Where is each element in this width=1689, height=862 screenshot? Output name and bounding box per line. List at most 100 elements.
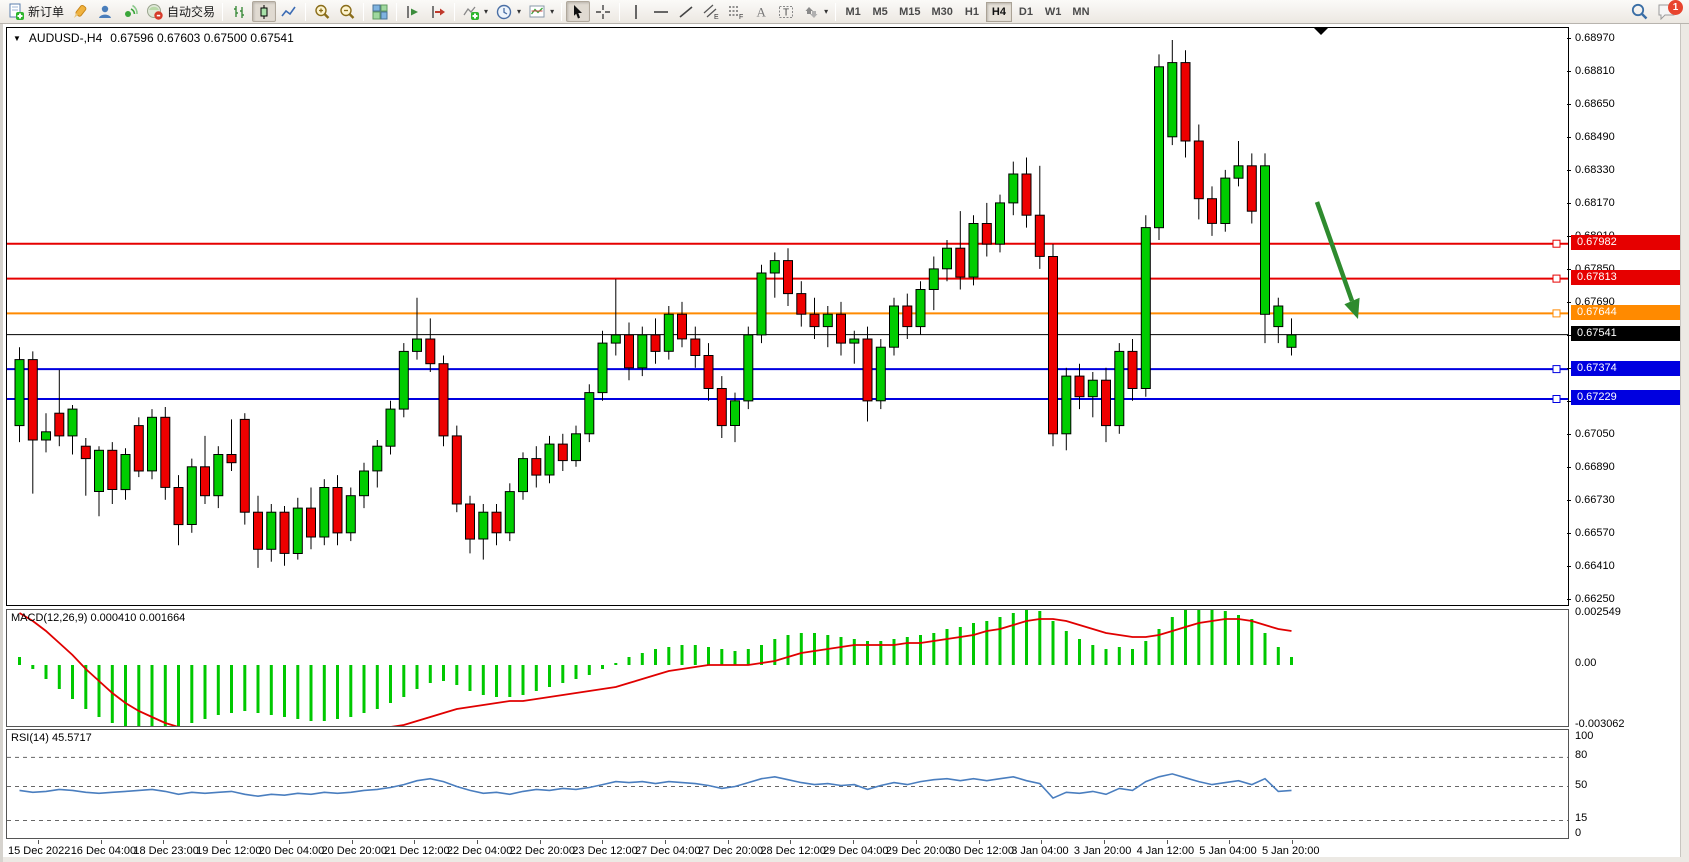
zoom-in-button[interactable]	[310, 1, 334, 22]
fibonacci-button[interactable]: F	[724, 1, 748, 22]
timeframe-button-M5[interactable]: M5	[872, 5, 888, 18]
time-axis-label: 3 Jan 20:00	[1073, 845, 1132, 857]
line-chart-button[interactable]	[277, 1, 301, 22]
toolbar-separator	[835, 2, 837, 21]
macd-plot	[18, 610, 1293, 726]
chart-title: ▼ AUDUSD-,H4 0.67596 0.67603 0.67500 0.6…	[13, 31, 294, 45]
signals-button[interactable]	[118, 1, 142, 22]
periods-button[interactable]: ▾	[492, 1, 524, 22]
autotrading-label: 自动交易	[167, 5, 216, 19]
line-anchor[interactable]	[1552, 239, 1561, 248]
trendline-button[interactable]	[674, 1, 698, 22]
line-anchor[interactable]	[1552, 365, 1561, 374]
price-tick	[1567, 467, 1571, 469]
crosshair-button[interactable]	[591, 1, 615, 22]
time-axis-label: 20 Dec 04:00	[258, 845, 325, 857]
time-tick	[665, 840, 666, 844]
time-tick	[100, 840, 102, 844]
timeframe-button-H1[interactable]: H1	[964, 5, 979, 18]
time-axis-label: 16 Dec 04:00	[70, 845, 137, 857]
timeframe-button-MN[interactable]: MN	[1072, 5, 1090, 18]
profile-button[interactable]	[93, 1, 117, 22]
window-bottom-strip	[3, 857, 1689, 862]
chat-badge: 1	[1668, 0, 1683, 15]
bar-chart-button[interactable]	[227, 1, 251, 22]
chart-shift-button[interactable]	[426, 1, 450, 22]
crayon-icon	[74, 4, 87, 18]
macd-pane[interactable]: MACD(12,26,9) 0.000410 0.001664	[6, 609, 1569, 727]
indicators-dropdown-caret[interactable]: ▾	[484, 7, 489, 16]
annotation-arrow-head[interactable]	[1344, 297, 1360, 319]
time-axis-label: 23 Dec 12:00	[572, 845, 638, 857]
price-tick	[1567, 368, 1571, 370]
templates-button[interactable]: ▾	[525, 1, 557, 22]
time-tick	[226, 840, 228, 844]
price-pane[interactable]: ▼ AUDUSD-,H4 0.67596 0.67603 0.67500 0.6…	[6, 27, 1569, 606]
annotation-arrow[interactable]	[1314, 201, 1355, 302]
timeframe-button-M1[interactable]: M1	[845, 5, 861, 18]
timeframe-button-D1[interactable]: D1	[1018, 5, 1033, 18]
timeframe-button-M15[interactable]: M15	[899, 5, 921, 18]
candlestick-chart-button[interactable]	[252, 1, 277, 22]
autotrading-button[interactable]: 自动交易	[143, 1, 218, 22]
profile-icon	[99, 5, 112, 18]
tile-windows-button[interactable]	[368, 1, 392, 22]
toolbar-separator	[619, 2, 621, 21]
svg-text:E: E	[714, 14, 719, 21]
timeframe-button-W1[interactable]: W1	[1044, 5, 1062, 18]
time-tick	[38, 840, 39, 844]
text-label-button[interactable]: T	[774, 1, 798, 22]
chart-menu-icon[interactable]: ▼	[13, 33, 21, 43]
rsi-axis-label: 80	[1575, 749, 1588, 762]
time-tick	[288, 840, 290, 844]
chart-window: ▼ AUDUSD-,H4 0.67596 0.67603 0.67500 0.6…	[0, 24, 1689, 862]
time-tick	[915, 840, 917, 844]
chat-button[interactable]: 1	[1657, 0, 1683, 22]
arrows-button[interactable]: ▾	[799, 1, 831, 22]
price-tick	[1567, 269, 1571, 271]
toolbar: 新订单 自动交易	[0, 0, 1689, 24]
text-icon: A	[757, 4, 767, 19]
candlestick-chart-icon	[260, 4, 268, 19]
time-tick	[1292, 840, 1293, 844]
rsi-axis-label: 50	[1575, 778, 1588, 791]
time-axis-label: 18 Dec 23:00	[133, 845, 199, 857]
zoom-out-icon	[340, 4, 355, 19]
cursor-button[interactable]	[566, 1, 591, 22]
time-axis-label: 29 Dec 20:00	[885, 845, 952, 857]
timeframe-button-M30[interactable]: M30	[931, 5, 953, 18]
time-tick	[351, 840, 353, 844]
timeframe-button-H4[interactable]: H4	[985, 1, 1012, 22]
horizontal-line-button[interactable]	[649, 1, 673, 22]
vertical-line-button[interactable]	[624, 1, 648, 22]
new-order-button[interactable]: 新订单	[4, 1, 67, 22]
symbol-timeframe-label: AUDUSD-,H4	[28, 31, 103, 45]
search-icon[interactable]	[1630, 2, 1649, 21]
price-tick-label: 0.66250	[1575, 592, 1615, 605]
time-axis-label: 27 Dec 04:00	[635, 845, 701, 857]
line-anchor[interactable]	[1552, 309, 1561, 318]
cursor-icon	[574, 4, 583, 18]
equidistant-channel-icon: E	[703, 4, 719, 21]
time-tick	[790, 840, 792, 844]
text-button[interactable]: A	[749, 1, 773, 22]
time-tick	[163, 840, 165, 844]
templates-dropdown-caret[interactable]: ▾	[550, 7, 555, 16]
indicators-button[interactable]: ▾	[459, 1, 491, 22]
price-tag: 0.67982	[1571, 235, 1683, 251]
auto-scroll-button[interactable]	[401, 1, 425, 22]
line-anchor[interactable]	[1552, 274, 1561, 283]
crayon-button[interactable]	[68, 1, 92, 22]
price-tick	[1567, 335, 1571, 337]
line-anchor[interactable]	[1552, 395, 1561, 403]
price-tick	[1567, 38, 1571, 40]
templates-icon	[529, 5, 545, 17]
chart-shift-marker[interactable]	[1314, 28, 1328, 35]
equidistant-channel-button[interactable]: E	[699, 1, 723, 22]
price-tick-label: 0.68650	[1575, 97, 1615, 110]
time-axis-label: 4 Jan 12:00	[1136, 845, 1195, 857]
rsi-pane[interactable]: RSI(14) 45.5717	[6, 729, 1569, 839]
arrows-dropdown-caret[interactable]: ▾	[824, 7, 829, 16]
periods-dropdown-caret[interactable]: ▾	[517, 7, 522, 16]
zoom-out-button[interactable]	[335, 1, 359, 22]
